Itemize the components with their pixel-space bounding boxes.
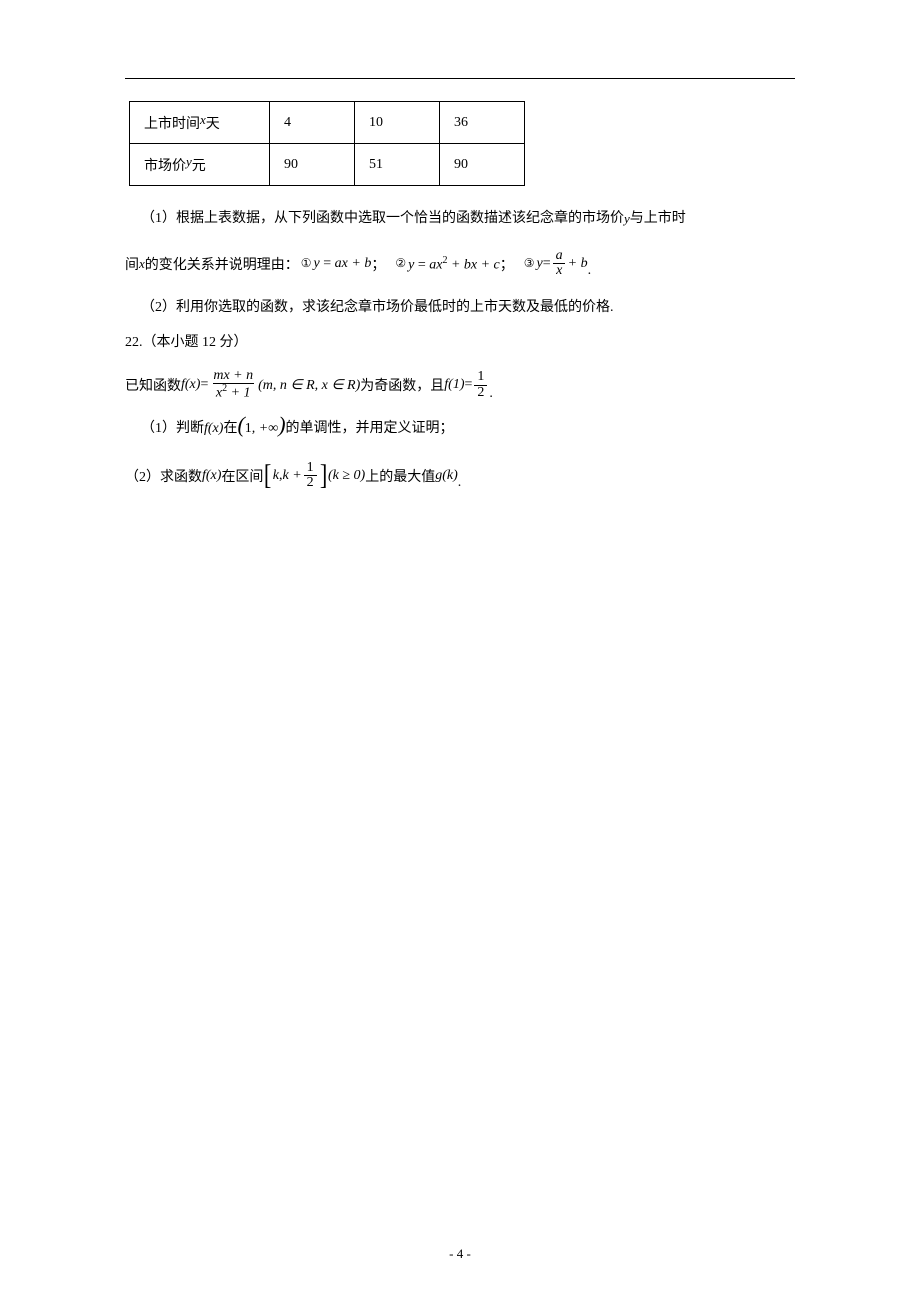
text: （1）根据上表数据，从下列函数中选取一个恰当的函数描述该纪念章的市场价	[141, 204, 624, 235]
page: 上市时间x天 4 10 36 市场价y元 90 51 90 （1）根据上表数据，…	[0, 0, 920, 1302]
cell: 36	[440, 102, 525, 144]
plus-b: + b	[568, 256, 588, 272]
text: 的变化关系并说明理由：	[145, 254, 299, 274]
interval: (1, +∞)	[237, 414, 285, 445]
cell: 90	[270, 144, 355, 186]
kplus: k +	[282, 468, 301, 484]
pre: 已知函数	[125, 375, 181, 395]
label-pre: 市场价	[144, 159, 186, 174]
opt3-eq: y = a x + b	[537, 249, 588, 279]
fdef-line: 已知函数 f(x) = mx + n x2 + 1 (m, n ∈ R, x ∈…	[125, 369, 795, 402]
gk: g(k)	[435, 468, 458, 484]
cond: (k ≥ 0)	[328, 468, 365, 484]
period: .	[588, 263, 592, 279]
opt1-sym: ①	[301, 256, 312, 271]
den-b: + 1	[227, 386, 250, 401]
text: 与上市时	[630, 204, 686, 235]
sub2-line: （2）求函数 f(x) 在区间 [ k , k + 1 2 ] (k ≥ 0) …	[125, 461, 795, 491]
mid2: 上的最大值	[365, 466, 435, 486]
mid: 为奇函数，且	[360, 375, 444, 395]
eq2: =	[465, 377, 473, 393]
text: 间	[125, 254, 139, 274]
eq: =	[200, 377, 208, 393]
rbracket: ]	[320, 462, 327, 490]
cell: 4	[270, 102, 355, 144]
sub1-line: （1）判断 f(x) 在 (1, +∞) 的单调性，并用定义证明；	[125, 414, 795, 445]
q1-line2: 间 x 的变化关系并说明理由： ① y = ax + b ； ② y = ax2…	[125, 249, 795, 279]
fdef-eq: f(x) = mx + n x2 + 1 (m, n ∈ R, x ∈ R)	[181, 369, 360, 402]
period: .	[489, 386, 493, 402]
mid1: 在区间	[221, 466, 263, 486]
label-post: 天	[206, 117, 220, 132]
fx: f(x)	[202, 468, 221, 484]
semi: ；	[500, 254, 514, 274]
semi: ；	[371, 254, 385, 274]
frac: a x	[553, 249, 566, 279]
den: x2 + 1	[213, 383, 254, 401]
cell: 10	[355, 102, 440, 144]
opt2-sym: ②	[395, 256, 406, 271]
pre: （1）判断	[141, 414, 204, 445]
opt1-eq: y = ax + b	[314, 256, 372, 272]
table-row: 市场价y元 90 51 90	[130, 144, 525, 186]
rhs-a: ax	[429, 257, 442, 272]
label-pre: 上市时间	[144, 117, 200, 132]
pre: （2）求函数	[125, 466, 202, 486]
label-post: 元	[192, 159, 206, 174]
table-row: 上市时间x天 4 10 36	[130, 102, 525, 144]
data-table: 上市时间x天 4 10 36 市场价y元 90 51 90	[129, 101, 525, 186]
f1: f(1)	[444, 377, 464, 393]
den: x	[553, 263, 565, 279]
half: 1 2	[304, 461, 317, 491]
opt3-sym: ③	[524, 256, 535, 271]
mid1: 在	[223, 414, 237, 445]
opt2-eq: y = ax2 + bx + c	[408, 255, 500, 274]
q22-heading: 22.（本小题 12 分）	[125, 328, 795, 359]
paren: (m, n ∈ R, x ∈ R)	[258, 377, 360, 394]
num: 1	[304, 461, 317, 476]
fx: f(x)	[204, 414, 223, 445]
fx: f(x)	[181, 377, 200, 393]
q1-line1: （1）根据上表数据，从下列函数中选取一个恰当的函数描述该纪念章的市场价 y 与上…	[125, 204, 795, 235]
half: 1 2	[474, 370, 487, 400]
mid2: 的单调性，并用定义证明；	[286, 414, 454, 445]
num: mx + n	[210, 369, 256, 384]
q1-part2: （2）利用你选取的函数，求该纪念章市场价最低时的上市天数及最低的价格.	[125, 293, 795, 324]
lbracket: [	[264, 462, 271, 490]
den: 2	[304, 475, 317, 491]
row-label: 市场价y元	[130, 144, 270, 186]
cell: 90	[440, 144, 525, 186]
interval-bracket: [ k , k + 1 2 ]	[263, 461, 328, 491]
rhs-b: + bx + c	[447, 257, 499, 272]
rhs: ax + b	[335, 256, 372, 271]
f1-eq: f(1) = 1 2	[444, 370, 489, 400]
row-label: 上市时间x天	[130, 102, 270, 144]
page-number: - 4 -	[0, 1246, 920, 1262]
frac: mx + n x2 + 1	[210, 369, 256, 402]
num: a	[553, 249, 566, 264]
top-rule	[125, 78, 795, 79]
cell: 51	[355, 144, 440, 186]
period: .	[458, 475, 462, 491]
den: 2	[474, 385, 487, 401]
num: 1	[474, 370, 487, 385]
